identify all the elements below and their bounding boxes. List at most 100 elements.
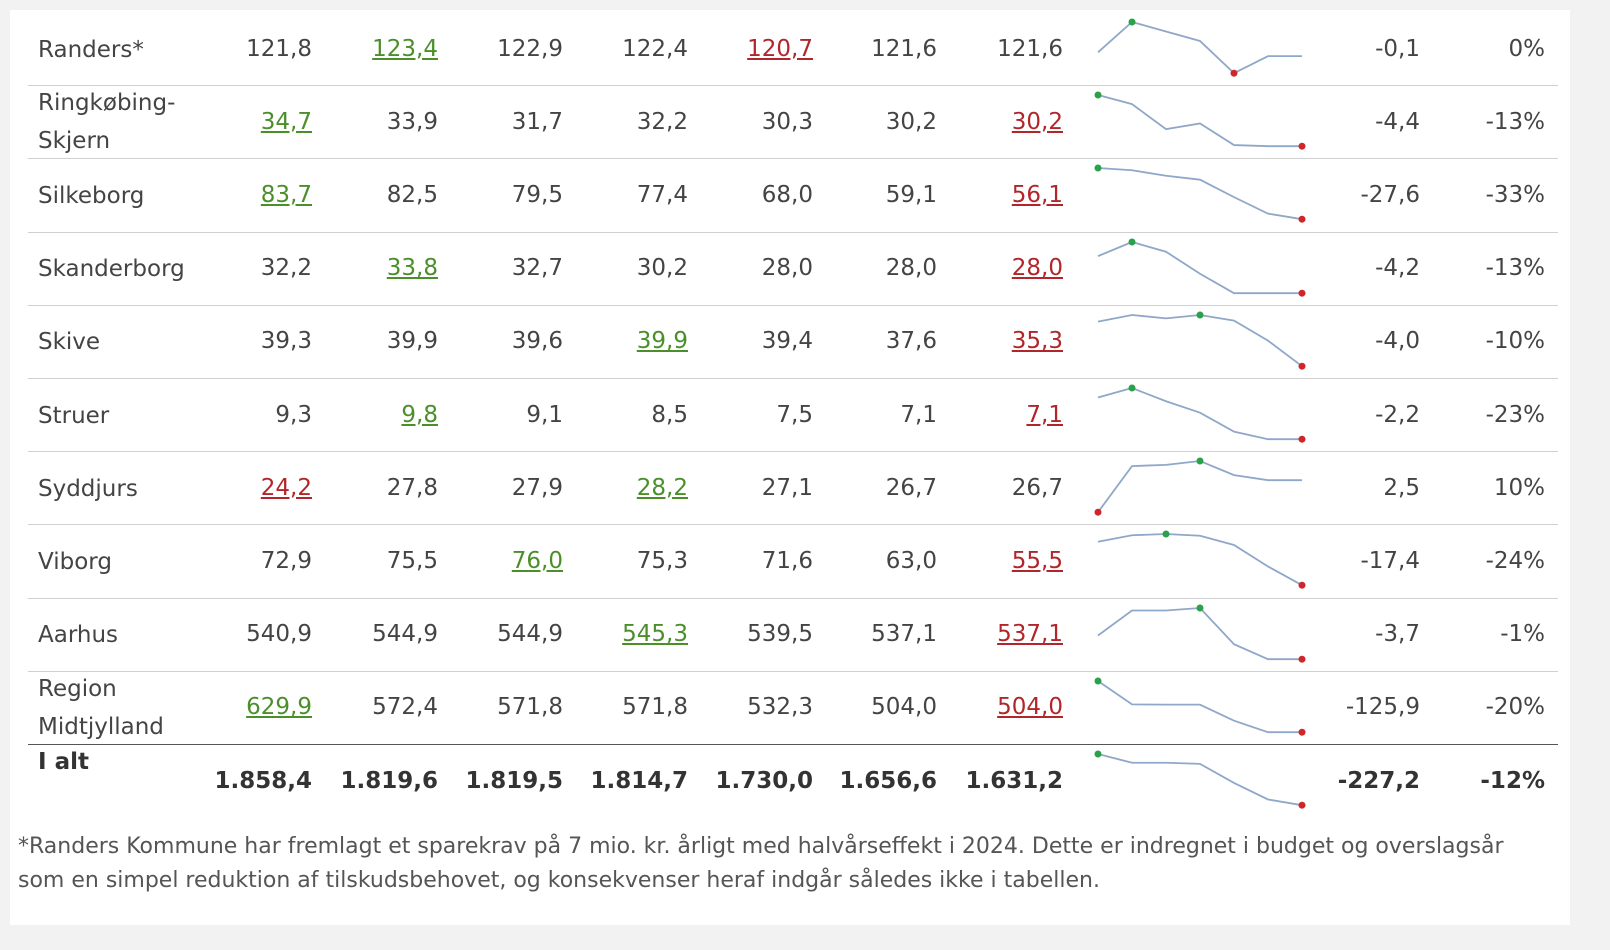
sparkline-low: [1298, 362, 1306, 370]
row-separator: [28, 85, 1558, 87]
pct-cell: -13%: [1485, 108, 1545, 135]
value-cell: 545,3: [622, 621, 688, 648]
value-cell: 532,3: [747, 694, 813, 721]
sparkline-low: [1298, 216, 1306, 224]
value-cell: 75,5: [386, 548, 438, 574]
pct-cell: 0%: [1508, 35, 1546, 62]
sparkline-high: [1128, 384, 1136, 392]
value-cell: 1.730,0: [715, 767, 814, 794]
pct-cell: -13%: [1485, 255, 1545, 282]
value-cell: 39,9: [386, 328, 438, 355]
sparkline-low: [1298, 582, 1306, 590]
change-cell: -4,0: [1375, 328, 1420, 355]
value-cell: 1.656,6: [839, 767, 938, 794]
value-cell: 27,8: [386, 474, 438, 501]
value-cell: 31,7: [511, 108, 563, 135]
change-cell: -3,7: [1375, 621, 1420, 648]
value-cell: 28,0: [885, 255, 937, 282]
value-cell: 30,2: [885, 108, 937, 135]
value-cell: 32,2: [260, 255, 312, 282]
pct-cell: -33%: [1485, 182, 1545, 208]
value-cell: 55,5: [1011, 548, 1063, 574]
value-cell: 1.819,6: [340, 767, 439, 794]
sparkline-path: [1097, 167, 1303, 221]
row-name: Syddjurs: [38, 475, 138, 502]
sparkline: [1094, 457, 1302, 516]
sparkline: [1094, 750, 1306, 809]
value-cell: 28,0: [1011, 255, 1063, 282]
change-cell: 2,5: [1383, 474, 1420, 501]
value-cell: 537,1: [871, 621, 937, 648]
row-separator: [28, 158, 1558, 160]
value-cell: 39,4: [761, 328, 813, 355]
sparkline: [1094, 91, 1306, 150]
row-separator: [28, 670, 1558, 672]
value-cell: 122,4: [622, 35, 688, 62]
sparkline: [1097, 18, 1302, 77]
value-cell: 76,0: [511, 548, 563, 574]
value-cell: 82,5: [386, 182, 438, 208]
sparkline-high: [1196, 457, 1204, 465]
sparkline: [1097, 384, 1306, 443]
value-cell: 1.814,7: [590, 767, 689, 794]
value-cell: 59,1: [885, 182, 937, 208]
value-cell: 8,5: [651, 401, 688, 428]
pct-cell: -23%: [1485, 401, 1545, 428]
value-cell: 30,2: [636, 255, 688, 282]
value-cell: 56,1: [1011, 182, 1063, 208]
value-cell: 26,7: [1011, 474, 1063, 501]
sparkline: [1094, 677, 1306, 736]
sparkline-low: [1298, 655, 1306, 663]
sparkline-high: [1094, 164, 1102, 172]
value-cell: 121,8: [246, 35, 312, 62]
value-cell: 9,1: [526, 401, 563, 428]
row-name: Skanderborg: [38, 256, 185, 283]
value-cell: 35,3: [1011, 328, 1063, 355]
change-cell: -4,4: [1375, 108, 1420, 135]
value-cell: 7,5: [776, 401, 813, 428]
row-separator: [28, 304, 1558, 306]
value-cell: 83,7: [260, 182, 312, 208]
sparkline-low: [1298, 289, 1306, 297]
pct-cell: 10%: [1493, 474, 1545, 501]
row-separator: [28, 231, 1558, 233]
change-cell: -27,6: [1360, 182, 1420, 208]
sparkline-high: [1196, 604, 1204, 612]
row-separator: [28, 524, 1558, 526]
change-cell: -227,2: [1337, 767, 1420, 794]
sparkline-high: [1128, 238, 1136, 246]
sparkline-path: [1097, 460, 1302, 513]
row-separator: [28, 744, 1558, 745]
value-cell: 544,9: [372, 621, 438, 648]
value-cell: 544,9: [497, 621, 563, 648]
sparkline-path: [1097, 606, 1302, 660]
value-cell: 7,1: [900, 401, 937, 428]
value-cell: 27,9: [511, 474, 563, 501]
sparkline-high: [1162, 530, 1170, 538]
value-cell: 33,8: [386, 255, 438, 282]
sparkline-path: [1097, 313, 1303, 367]
value-cell: 1.858,4: [214, 767, 313, 794]
value-cell: 1.819,5: [465, 767, 564, 794]
sparkline-low: [1230, 69, 1238, 77]
value-cell: 121,6: [871, 35, 937, 62]
value-cell: 79,5: [511, 182, 563, 208]
value-cell: 75,3: [636, 548, 688, 574]
sparkline: [1097, 311, 1306, 370]
row-separator: [28, 597, 1558, 599]
sparkline-low: [1094, 508, 1102, 516]
row-name: Region Midtjylland: [38, 675, 164, 740]
value-cell: 32,7: [511, 255, 563, 282]
value-cell: 71,6: [761, 548, 813, 574]
change-cell: -17,4: [1360, 548, 1420, 574]
sparkline-high: [1094, 91, 1102, 99]
value-cell: 572,4: [372, 694, 438, 721]
value-cell: 39,9: [636, 328, 688, 355]
value-cell: 63,0: [885, 548, 937, 574]
value-cell: 32,2: [636, 108, 688, 135]
row-name: Randers*: [38, 36, 144, 63]
sparkline-path: [1097, 533, 1303, 587]
value-cell: 77,4: [636, 182, 688, 208]
value-cell: 28,2: [636, 474, 688, 501]
